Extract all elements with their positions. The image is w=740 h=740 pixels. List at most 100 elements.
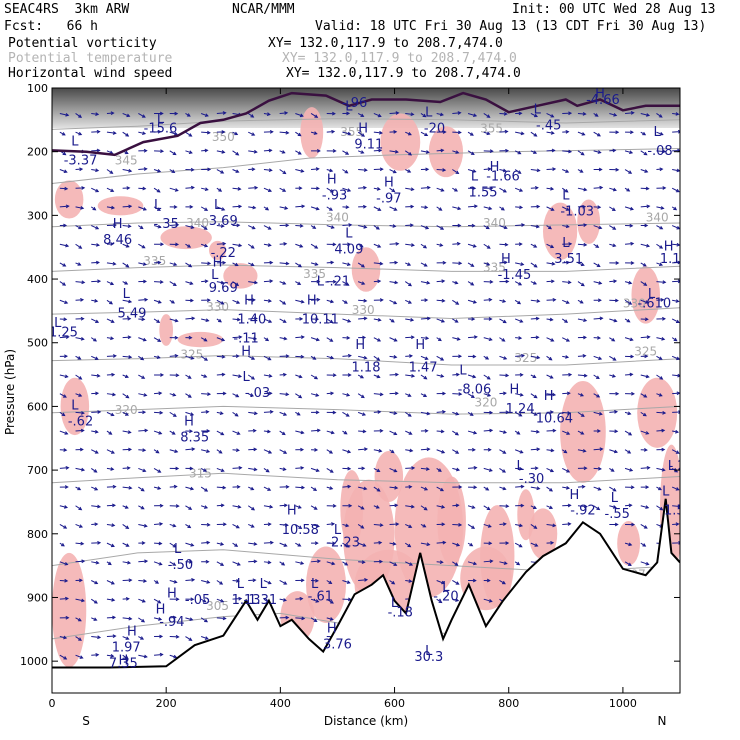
wind-vector-head	[329, 207, 333, 211]
extremum-value: -4.66	[586, 93, 620, 108]
wind-vector-head	[504, 129, 509, 134]
wind-vector	[75, 654, 83, 659]
wind-vector	[530, 430, 539, 433]
wind-vector-head	[253, 149, 258, 154]
wind-vector-head	[345, 205, 350, 209]
wind-vector-head	[157, 338, 162, 342]
wind-vector-head	[473, 335, 478, 339]
wind-vector-head	[379, 523, 384, 527]
wind-vector-head	[595, 375, 600, 380]
wind-vector	[593, 225, 602, 229]
wind-vector-head	[661, 337, 666, 341]
wind-vector-head	[457, 130, 462, 135]
wind-vector-head	[251, 506, 256, 511]
wind-vector-head	[470, 263, 475, 267]
extremum-value: -.18	[388, 606, 413, 621]
high-marker: H	[510, 383, 520, 398]
wind-vector-head	[583, 318, 588, 323]
wind-vector-head	[63, 223, 68, 228]
wind-vector-head	[376, 187, 381, 191]
wind-vector	[436, 318, 445, 323]
wind-vector-head	[549, 487, 553, 492]
wind-vector-head	[394, 503, 399, 508]
wind-vector-head	[93, 338, 97, 342]
wind-vector-head	[345, 523, 350, 528]
wind-vector-head	[677, 373, 680, 378]
wind-vector-head	[611, 207, 616, 211]
wind-vector	[153, 561, 162, 566]
wind-vector-head	[455, 372, 460, 377]
wind-vector-head	[409, 562, 414, 566]
extremum-value: -.21	[325, 274, 350, 289]
wind-vector	[295, 617, 305, 620]
wind-vector-head	[565, 169, 570, 173]
wind-vector-head	[175, 466, 180, 471]
wind-vector-head	[251, 356, 256, 360]
wind-vector-head	[300, 578, 305, 583]
wind-vector-head	[377, 279, 382, 284]
y-axis-label: Pressure (hPa)	[3, 349, 17, 435]
wind-vector	[546, 187, 554, 190]
wind-vector-head	[552, 523, 557, 528]
wind-vector-head	[330, 355, 335, 360]
wind-vector-head	[128, 299, 133, 304]
wind-vector	[216, 337, 225, 341]
wind-vector	[326, 318, 333, 323]
wind-vector	[530, 393, 538, 399]
wind-vector	[593, 393, 600, 398]
wind-vector	[530, 113, 538, 117]
wind-vector-head	[189, 281, 194, 285]
wind-vector-head	[455, 150, 460, 154]
wind-vector	[467, 150, 475, 155]
wind-vector-head	[409, 448, 414, 453]
wind-vector-head	[645, 186, 650, 191]
wind-vector-head	[455, 170, 460, 175]
wind-vector	[75, 299, 84, 301]
wind-vector-head	[658, 114, 663, 118]
wind-vector-head	[332, 149, 337, 153]
wind-vector-head	[363, 355, 368, 360]
pv-shading-blob	[340, 470, 364, 547]
wind-vector-head	[221, 337, 226, 342]
wind-vector	[263, 374, 272, 377]
wind-vector	[279, 206, 288, 209]
wind-vector-head	[174, 318, 179, 323]
wind-vector	[59, 561, 68, 566]
header-model: SEAC4RS 3km ARW	[4, 2, 130, 17]
wind-vector-head	[676, 242, 680, 247]
wind-vector	[263, 542, 273, 544]
wind-vector	[295, 243, 303, 248]
wind-vector	[185, 486, 194, 490]
wind-vector-head	[235, 354, 240, 359]
wind-vector-head	[489, 279, 494, 284]
wind-vector-head	[658, 262, 664, 266]
wind-vector-head	[455, 450, 460, 454]
wind-vector	[499, 225, 507, 229]
wind-vector-head	[128, 355, 133, 359]
wind-vector	[263, 318, 272, 323]
wind-vector-head	[171, 431, 176, 435]
wind-vector	[201, 149, 208, 152]
wind-vector	[404, 150, 412, 156]
wind-vector	[624, 467, 633, 472]
wind-vector-head	[346, 335, 351, 340]
low-marker: L	[459, 364, 467, 379]
wind-vector-head	[502, 319, 507, 324]
wind-vector-head	[501, 338, 506, 342]
wind-vector-head	[78, 376, 83, 380]
wind-vector	[342, 542, 350, 548]
wind-vector-head	[677, 260, 680, 265]
wind-vector-head	[312, 225, 317, 229]
wind-vector-head	[250, 262, 255, 267]
wind-vector	[546, 131, 554, 134]
wind-vector-head	[77, 617, 82, 622]
wind-vector	[609, 206, 616, 211]
terrain-mask	[52, 498, 680, 693]
wind-vector-head	[332, 279, 337, 284]
wind-vector-head	[677, 129, 680, 134]
wind-vector-head	[191, 447, 196, 452]
pv-shading-blob	[223, 263, 258, 289]
wind-vector-head	[362, 543, 367, 547]
wind-vector-head	[550, 186, 555, 191]
wind-vector	[342, 449, 351, 453]
